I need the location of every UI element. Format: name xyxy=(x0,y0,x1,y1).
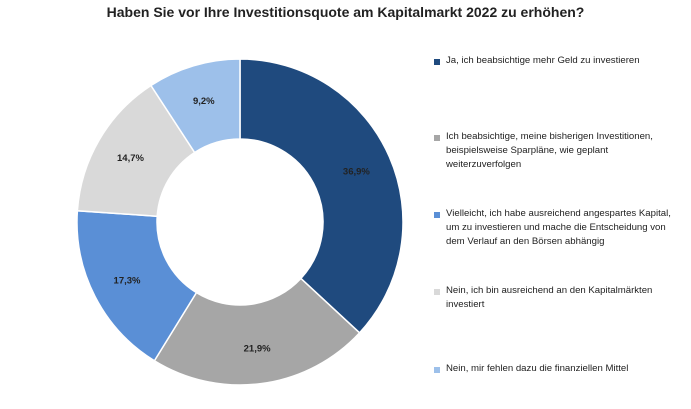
legend-label: Ich beabsichtige, meine bisherigen Inves… xyxy=(446,131,653,170)
chart-title: Haben Sie vor Ihre Investitionsquote am … xyxy=(106,4,585,20)
donut-slice xyxy=(149,58,241,154)
legend-swatch xyxy=(434,212,440,218)
legend-label: Nein, mir fehlen dazu die finanziellen M… xyxy=(446,363,629,374)
slice-value-label: 17,3% xyxy=(114,276,141,287)
donut-slice xyxy=(239,58,404,334)
slice-value-label: 21,9% xyxy=(244,343,271,354)
donut-slice xyxy=(76,209,198,362)
legend-label: Nein, ich bin ausreichend an den Kapital… xyxy=(446,285,653,310)
legend-swatch xyxy=(434,135,440,141)
slice-value-label: 36,9% xyxy=(343,167,370,178)
slice-value-label: 14,7% xyxy=(117,153,144,164)
legend-swatch xyxy=(434,289,440,295)
donut-slice xyxy=(153,277,361,386)
legend-label: Vielleicht, ich habe ausreichend angespa… xyxy=(446,208,671,247)
legend-swatch xyxy=(434,59,440,65)
legend-label: Ja, ich beabsichtige mehr Geld zu invest… xyxy=(446,55,640,66)
legend-swatch xyxy=(434,367,440,373)
slice-value-label: 9,2% xyxy=(193,96,215,107)
